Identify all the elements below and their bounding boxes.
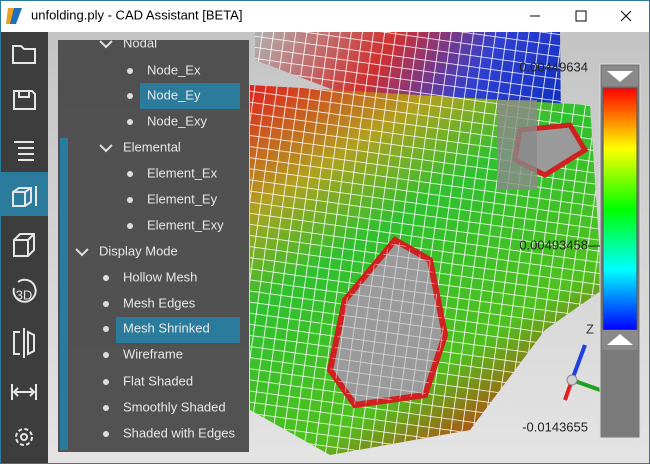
tree-item[interactable]: Mesh Shrinked (123, 320, 210, 335)
tree-item[interactable]: Node_Ey (147, 87, 201, 102)
maximize-button[interactable] (575, 10, 587, 22)
tree-item[interactable]: Flat Shaded (123, 373, 193, 388)
mesh-model (250, 32, 602, 455)
tree-item[interactable]: Element_Ey (147, 191, 218, 206)
tree-item[interactable]: Smoothly Shaded (123, 399, 226, 414)
settings-icon[interactable] (15, 428, 33, 446)
window-title: unfolding.ply - CAD Assistant [BETA] (31, 7, 242, 22)
axis-triad: Z (563, 321, 601, 401)
toolbar: 3D (0, 32, 48, 464)
tree-item[interactable]: Shaded with Edges (123, 425, 236, 440)
tree-item[interactable]: Wireframe (123, 346, 183, 361)
color-scale: 0.00449634 0.00493458 -0.0143655 (519, 59, 641, 439)
axis-label: Z (586, 321, 594, 336)
tree-icon[interactable] (14, 141, 34, 161)
measure-icon[interactable] (11, 384, 37, 400)
tree-item[interactable]: Elemental (123, 139, 181, 154)
tree-item[interactable]: Node_Ex (147, 62, 201, 77)
section-icon[interactable] (13, 328, 35, 358)
scale-min-label: -0.0143655 (522, 419, 588, 434)
model-icon[interactable] (12, 186, 37, 207)
title-bar: unfolding.ply - CAD Assistant [BETA] (0, 0, 650, 32)
scale-max-label: 0.00449634 (519, 59, 588, 74)
tree-item[interactable]: Nodal (123, 35, 157, 50)
tree-item[interactable]: Display Mode (99, 243, 178, 258)
close-button[interactable] (620, 10, 632, 22)
tree-item[interactable]: Mesh Edges (123, 295, 196, 310)
open-icon[interactable] (12, 45, 36, 64)
tree-panel: Nodal Node_Ex Node_Ey Node_Exy Elemental… (58, 35, 249, 452)
svg-text:3D: 3D (16, 287, 33, 302)
box-icon[interactable] (13, 233, 35, 257)
tree-item[interactable]: Node_Exy (147, 113, 207, 128)
tree-item[interactable]: Element_Exy (147, 217, 224, 232)
scale-mid-label: 0.00493458 (519, 237, 588, 252)
scrollbar[interactable] (60, 138, 68, 450)
view3d-icon[interactable] (12, 278, 37, 303)
tree-item[interactable]: Hollow Mesh (123, 269, 197, 284)
save-icon[interactable] (13, 90, 36, 110)
tree-item[interactable]: Element_Ex (147, 165, 218, 180)
